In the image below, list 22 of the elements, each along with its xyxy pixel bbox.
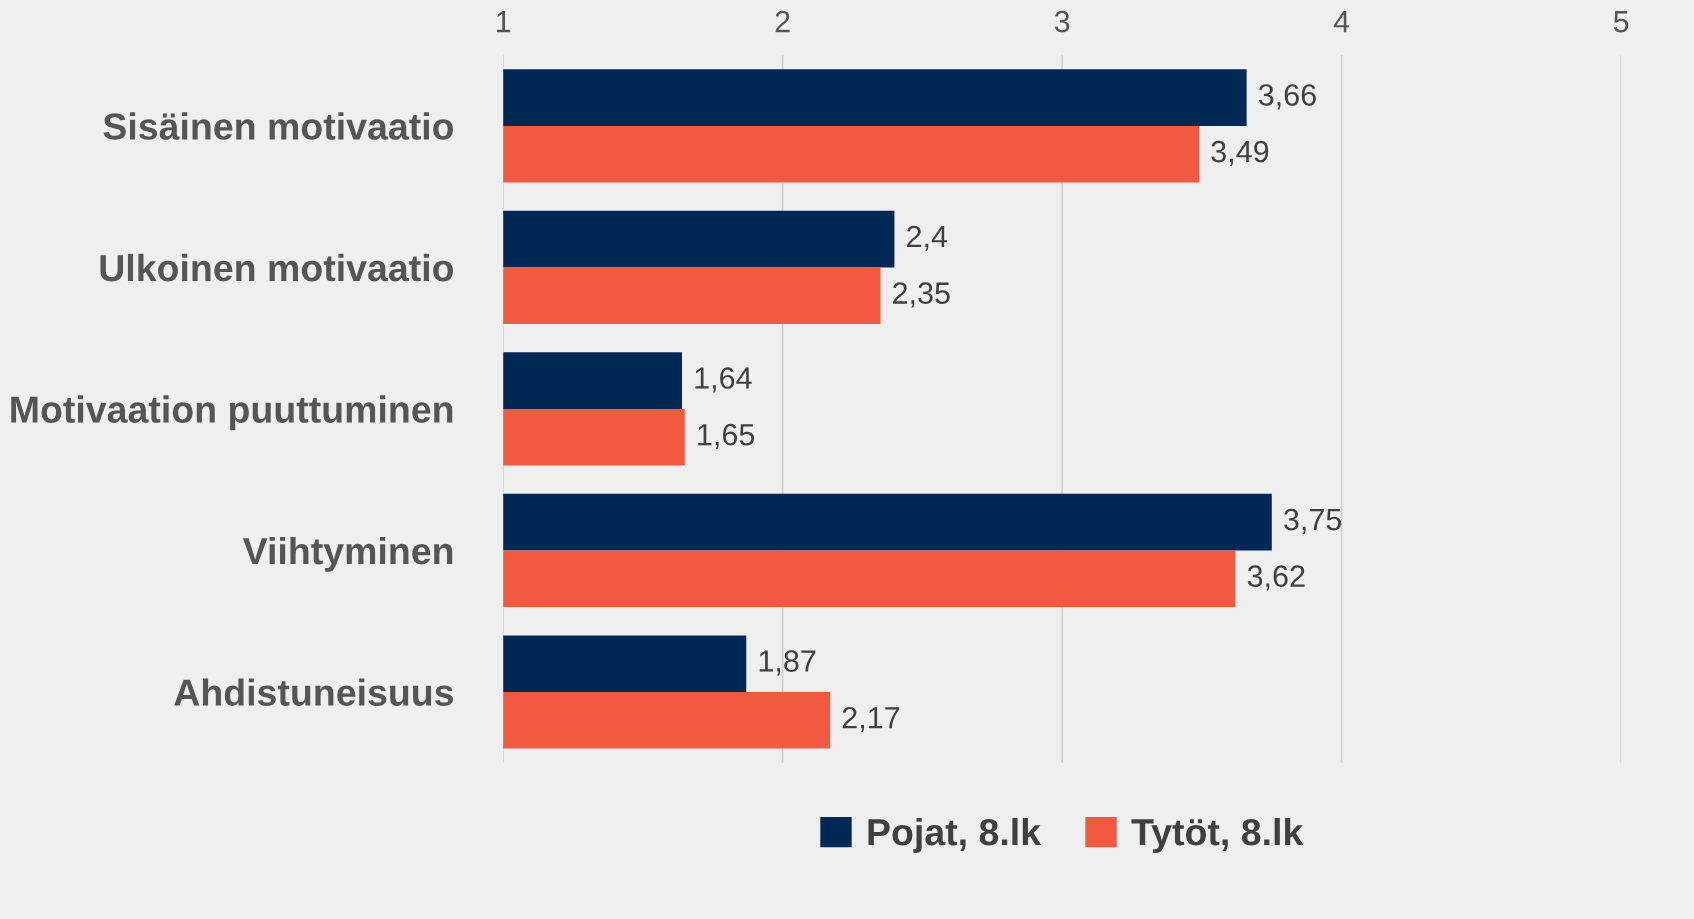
- data-label: 2,17: [842, 706, 900, 733]
- y-tick-label: Viihtyminen: [242, 536, 453, 572]
- legend-label: Pojat, 8.lk: [868, 817, 1042, 853]
- data-label: 2,35: [893, 282, 950, 308]
- x-tick-label: 3: [1054, 10, 1070, 33]
- y-tick-label: Ulkoinen motivaatio: [100, 253, 454, 282]
- legend-label: Tytöt, 8.lk: [1131, 817, 1304, 853]
- data-label: 3,75: [1284, 508, 1342, 534]
- y-tick-label: Sisäinen motivaatio: [103, 112, 454, 140]
- data-label: 3,62: [1247, 565, 1305, 591]
- x-tick-label: 5: [1613, 11, 1629, 33]
- y-tick-label: Motivaation puuttuminen: [11, 395, 453, 431]
- data-label: 1,64: [695, 367, 752, 393]
- x-tick-label: 1: [496, 11, 511, 33]
- data-label: 1,65: [698, 423, 755, 450]
- data-label: 3,66: [1258, 84, 1316, 110]
- y-tick-label: Ahdistuneisuus: [174, 678, 453, 706]
- data-label: 3,49: [1211, 140, 1269, 167]
- x-tick-label: 4: [1333, 11, 1350, 33]
- data-label: 2,4: [907, 225, 948, 251]
- data-label: 1,87: [759, 650, 816, 676]
- x-tick-label: 2: [775, 10, 790, 33]
